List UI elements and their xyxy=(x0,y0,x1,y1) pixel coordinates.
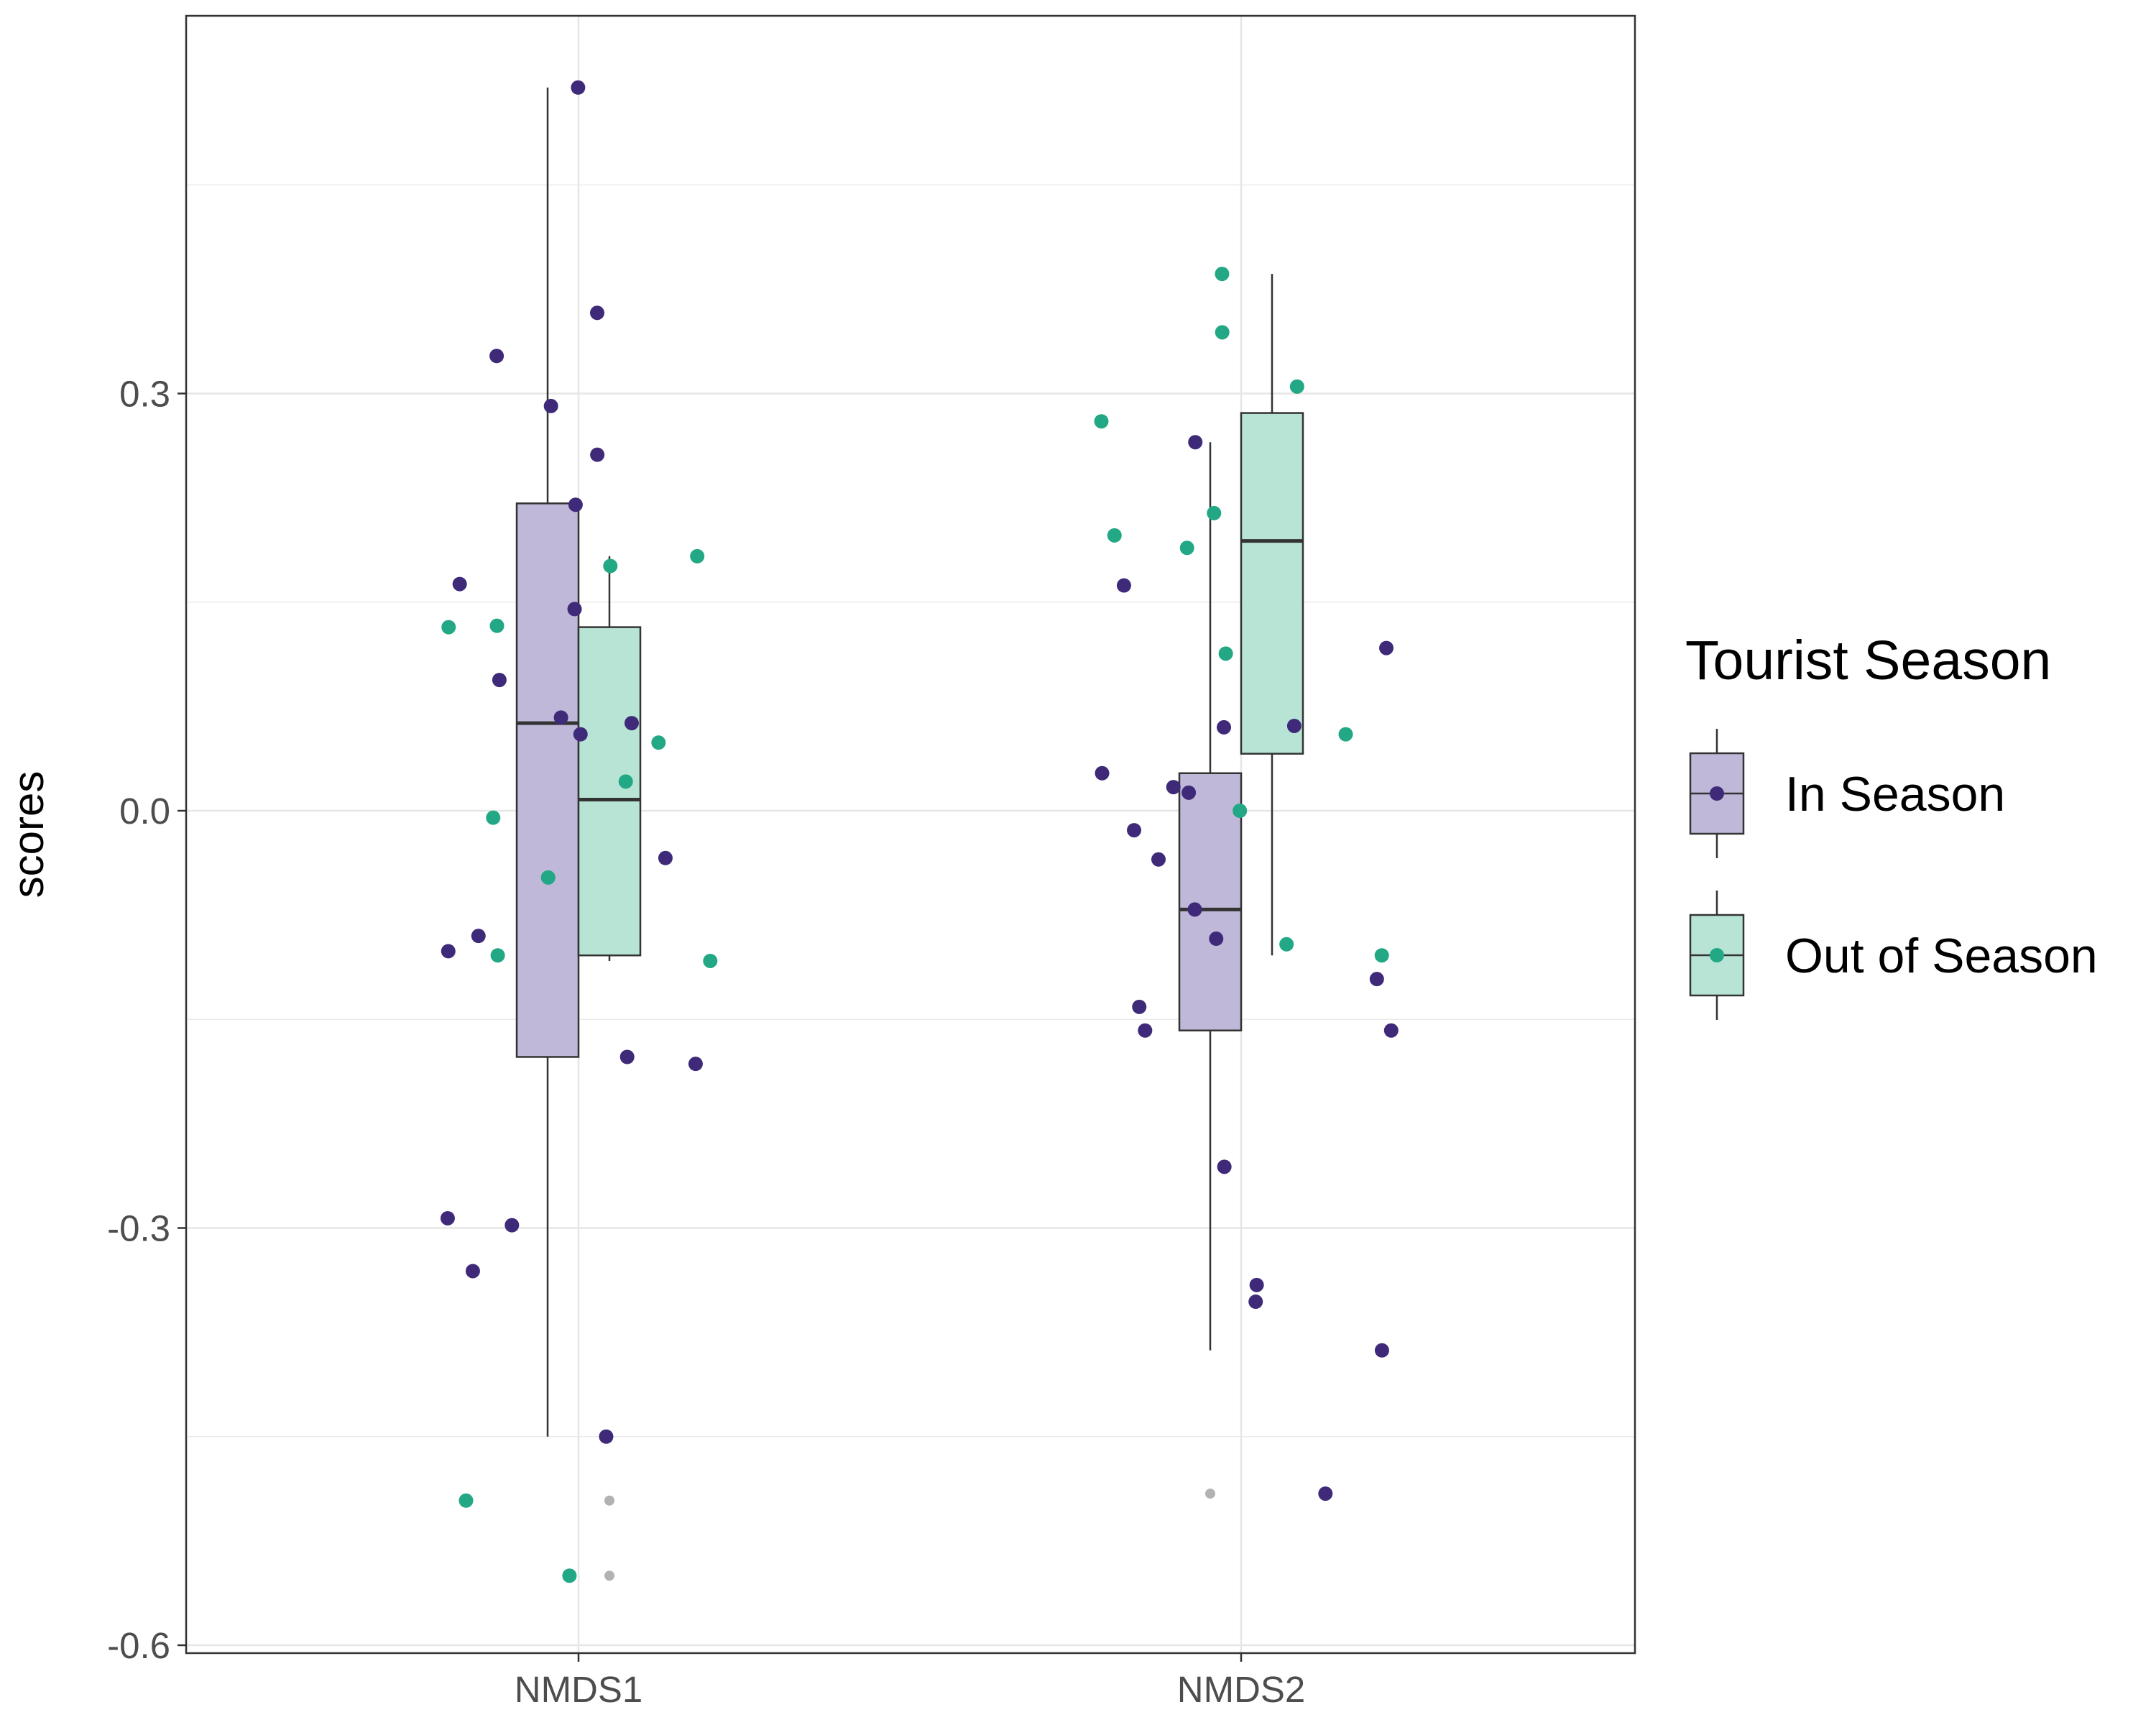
data-point-out-of-season xyxy=(1374,948,1389,963)
legend-key-point xyxy=(1710,948,1724,962)
data-point-in-season xyxy=(658,850,673,865)
legend-key-point xyxy=(1710,786,1724,801)
data-point-in-season xyxy=(1166,780,1181,795)
data-point-in-season xyxy=(1318,1486,1333,1501)
box-in-season-nmds2 xyxy=(1178,442,1243,1499)
data-point-out-of-season xyxy=(1215,267,1230,282)
data-point-in-season xyxy=(1181,785,1197,800)
data-point-out-of-season xyxy=(690,548,705,564)
box-layer xyxy=(515,87,1304,1581)
data-point-in-season xyxy=(1116,578,1131,593)
data-point-out-of-season xyxy=(562,1568,577,1583)
legend-item-out-of-season: Out of Season xyxy=(1689,891,2098,1020)
box-in-season-nmds1 xyxy=(515,87,580,1437)
legend-label: In Season xyxy=(1785,767,2005,822)
data-point-in-season xyxy=(553,710,568,725)
data-point-out-of-season xyxy=(459,1493,474,1508)
data-point-in-season xyxy=(1217,1159,1232,1174)
y-axis-title: scores xyxy=(4,771,52,898)
data-point-in-season xyxy=(568,497,583,512)
outlier-point xyxy=(604,1570,614,1581)
data-point-in-season xyxy=(543,398,558,413)
plot-border xyxy=(185,14,1636,1655)
data-point-in-season xyxy=(1127,823,1142,838)
box-out-of-season-nmds2 xyxy=(1240,274,1304,956)
data-point-in-season xyxy=(465,1264,480,1279)
data-point-in-season xyxy=(492,673,507,688)
data-point-in-season xyxy=(440,1210,455,1225)
data-point-in-season xyxy=(1379,640,1394,656)
data-point-in-season xyxy=(1217,719,1232,735)
data-point-in-season xyxy=(1369,972,1384,987)
data-point-in-season xyxy=(1188,435,1203,450)
data-point-in-season xyxy=(505,1218,520,1233)
data-point-out-of-season xyxy=(1279,937,1294,952)
data-point-in-season xyxy=(619,1049,635,1064)
data-point-out-of-season xyxy=(1207,505,1222,520)
y-tick-label: -0.3 xyxy=(107,1208,170,1249)
data-point-in-season xyxy=(1209,932,1224,947)
data-point-out-of-season xyxy=(1218,646,1233,661)
outlier-point xyxy=(604,1495,614,1506)
data-point-in-season xyxy=(624,716,639,731)
data-point-in-season xyxy=(1187,902,1202,917)
data-point-out-of-season xyxy=(540,870,556,885)
y-tick-label: -0.6 xyxy=(107,1625,170,1666)
y-tick-label: 0.3 xyxy=(119,374,170,415)
legend-label: Out of Season xyxy=(1785,929,2098,983)
data-point-out-of-season xyxy=(703,953,718,968)
data-point-out-of-season xyxy=(603,558,618,574)
data-point-out-of-season xyxy=(1107,528,1122,543)
data-point-in-season xyxy=(1249,1277,1264,1292)
data-point-in-season xyxy=(571,80,586,95)
data-point-out-of-season xyxy=(618,774,633,789)
box-out-of-season-nmds1 xyxy=(577,556,642,1581)
y-axis: -0.6 -0.3 0.0 0.3 xyxy=(107,374,186,1666)
legend-item-in-season: In Season xyxy=(1689,729,2005,858)
data-point-in-season xyxy=(1132,999,1147,1014)
box-body xyxy=(515,502,580,1058)
plot-background xyxy=(186,16,1635,1653)
box-body xyxy=(1178,772,1243,1031)
data-point-in-season xyxy=(590,447,605,462)
data-point-in-season xyxy=(489,349,505,364)
y-tick-label: 0.0 xyxy=(119,791,170,832)
data-point-in-season xyxy=(1383,1023,1399,1038)
data-point-out-of-season xyxy=(651,735,666,750)
data-point-out-of-season xyxy=(490,948,505,963)
box-body xyxy=(1240,412,1304,755)
data-point-in-season xyxy=(1374,1343,1389,1358)
data-point-in-season xyxy=(471,929,486,944)
data-point-out-of-season xyxy=(1215,325,1230,340)
data-point-out-of-season xyxy=(489,618,505,633)
data-point-out-of-season xyxy=(1289,379,1304,394)
data-point-out-of-season xyxy=(1094,414,1109,429)
data-point-in-season xyxy=(441,944,456,959)
data-point-in-season xyxy=(1138,1023,1153,1038)
data-point-in-season xyxy=(1151,852,1166,867)
data-point-out-of-season xyxy=(486,810,501,825)
data-point-in-season xyxy=(567,602,582,617)
data-point-in-season xyxy=(452,576,467,592)
x-tick-label: NMDS2 xyxy=(1177,1669,1306,1710)
data-point-in-season xyxy=(1248,1294,1263,1310)
data-point-in-season xyxy=(1286,718,1302,733)
legend: Tourist Season In Season Out of Season xyxy=(1685,630,2098,1020)
legend-title: Tourist Season xyxy=(1685,630,2051,691)
data-point-out-of-season xyxy=(1233,804,1248,818)
data-point-out-of-season xyxy=(1338,727,1353,742)
x-axis: NMDS1 NMDS2 xyxy=(515,1653,1306,1710)
point-layer xyxy=(440,80,1399,1583)
box-body xyxy=(577,626,642,957)
data-point-in-season xyxy=(573,727,588,742)
data-point-out-of-season xyxy=(441,620,456,635)
data-point-in-season xyxy=(1095,765,1110,781)
x-tick-label: NMDS1 xyxy=(515,1669,643,1710)
data-point-in-season xyxy=(599,1429,614,1444)
outlier-point xyxy=(1205,1489,1215,1499)
data-point-in-season xyxy=(688,1057,703,1072)
data-point-out-of-season xyxy=(1179,540,1194,556)
data-point-in-season xyxy=(589,305,604,321)
